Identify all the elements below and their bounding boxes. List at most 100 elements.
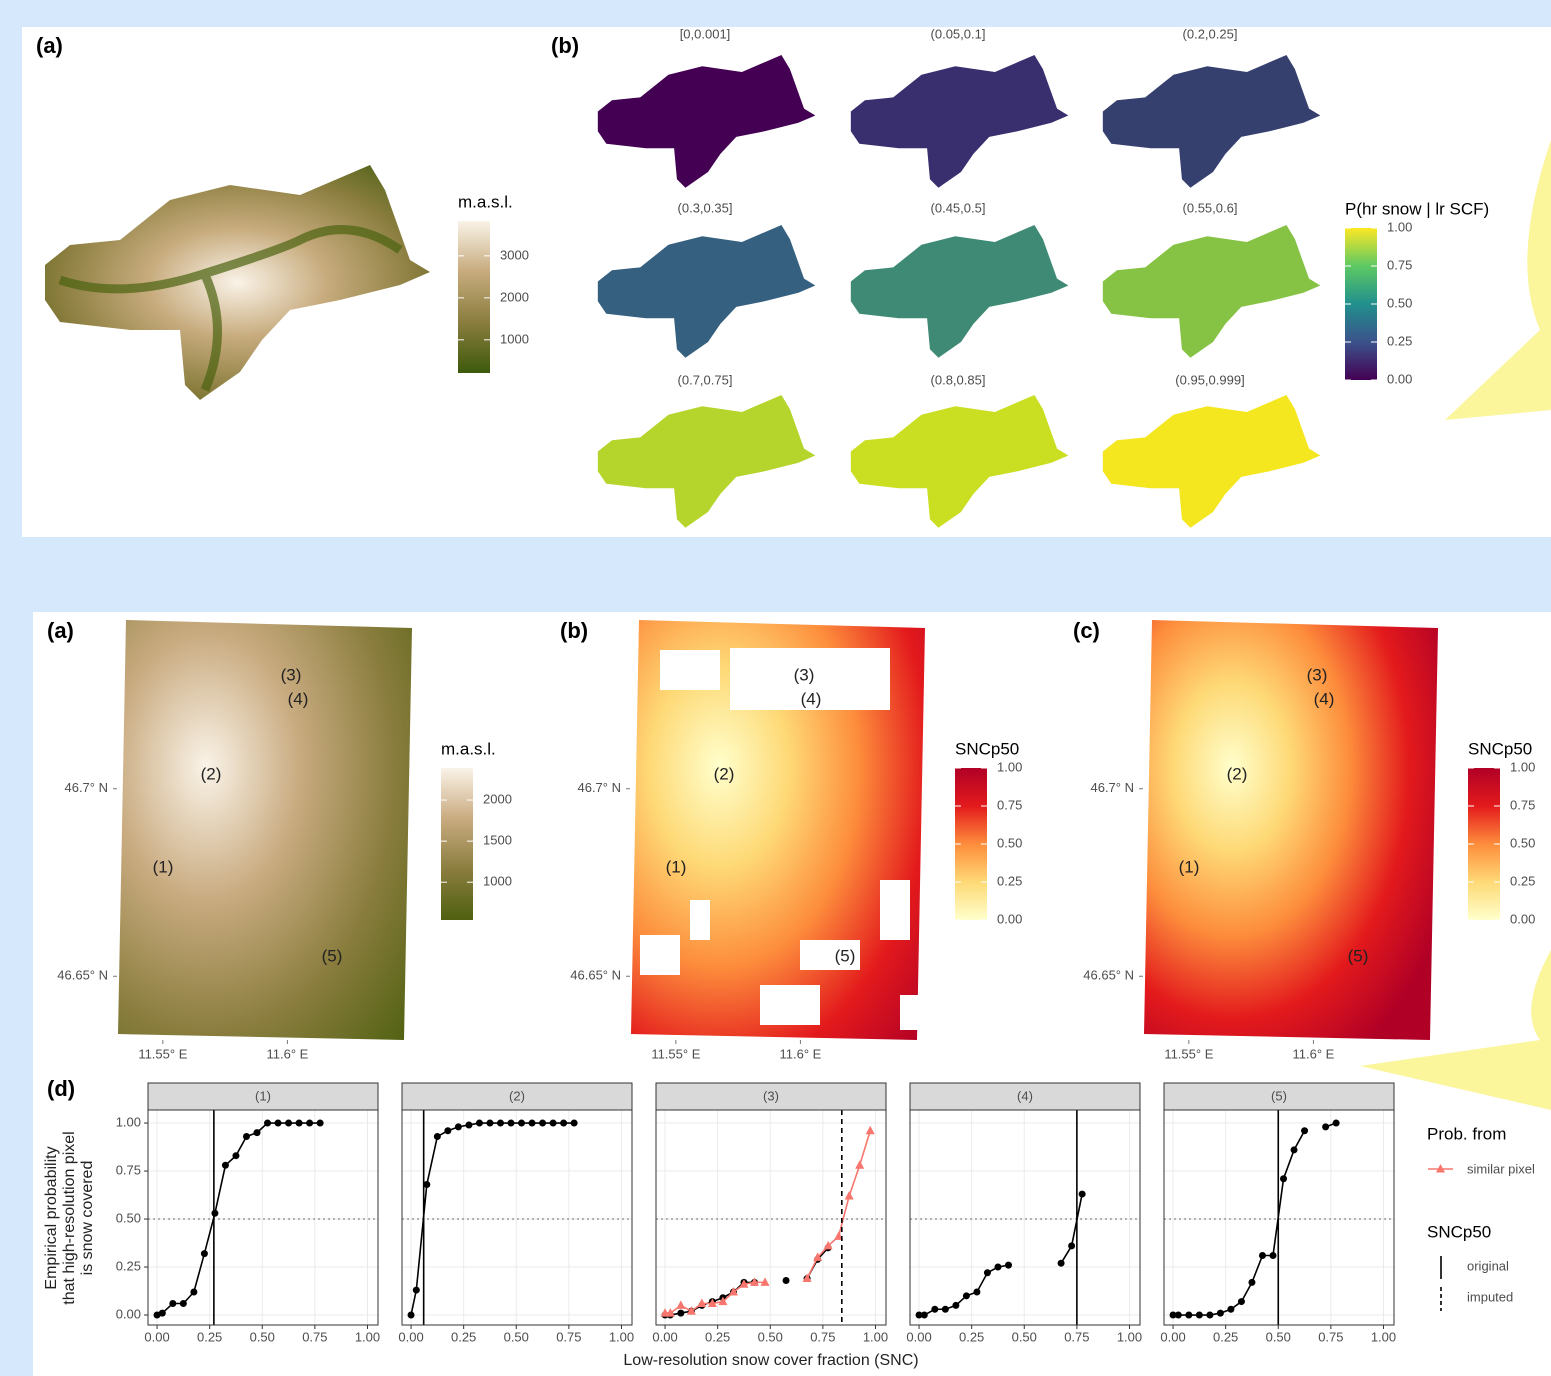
point <box>444 1127 451 1134</box>
point <box>169 1300 176 1307</box>
x-tick-label: 0.75 <box>556 1329 581 1344</box>
x-tick-label: 0.25 <box>705 1329 730 1344</box>
x-tick-label: 0.50 <box>250 1329 275 1344</box>
point-label: (5) <box>835 946 856 965</box>
x-tick-label: 0.75 <box>1318 1329 1343 1344</box>
point <box>1196 1312 1203 1319</box>
colorbar-label: 0.25 <box>1510 873 1535 888</box>
point <box>529 1120 536 1127</box>
point <box>921 1312 928 1319</box>
x-tick-label: 0.50 <box>758 1329 783 1344</box>
point-label: (3) <box>1307 665 1328 684</box>
point <box>264 1120 271 1127</box>
y-tick-label: 46.7° N <box>1090 780 1134 795</box>
point <box>1333 1120 1340 1127</box>
point <box>254 1129 261 1136</box>
x-tick-label: 1.00 <box>355 1329 380 1344</box>
point <box>1238 1298 1245 1305</box>
facet-label: (4) <box>1017 1088 1033 1103</box>
point-label: (2) <box>714 764 735 783</box>
panel-label: (b) <box>560 618 588 643</box>
y-tick-label: 46.65° N <box>1083 968 1134 983</box>
x-tick-label: 0.00 <box>1160 1329 1185 1344</box>
point <box>973 1288 980 1295</box>
point <box>296 1120 303 1127</box>
point <box>434 1133 441 1140</box>
point <box>1270 1252 1277 1259</box>
x-tick-label: 11.6° E <box>780 1046 822 1061</box>
point <box>1280 1175 1287 1182</box>
facet-title: (0.45,0.5] <box>931 200 986 215</box>
point <box>413 1287 420 1294</box>
x-tick-label: 0.75 <box>1064 1329 1089 1344</box>
point-label: (3) <box>794 665 815 684</box>
point <box>942 1306 949 1313</box>
point <box>180 1300 187 1307</box>
x-tick-label: 1.00 <box>863 1329 888 1344</box>
x-tick-label: 0.75 <box>302 1329 327 1344</box>
point <box>1322 1123 1329 1130</box>
y-tick-label: 46.7° N <box>64 780 108 795</box>
point <box>190 1288 197 1295</box>
point <box>931 1306 938 1313</box>
x-tick-label: 0.50 <box>1266 1329 1291 1344</box>
panel-label: (a) <box>36 33 63 58</box>
legend-title: SNCp50 <box>955 739 1019 758</box>
facet-title: (0.7,0.75] <box>678 372 733 387</box>
point <box>783 1277 790 1284</box>
point <box>497 1120 504 1127</box>
point <box>1068 1242 1075 1249</box>
legend-title: P(hr snow | lr SCF) <box>1345 199 1489 218</box>
point-label: (1) <box>153 857 174 876</box>
point-label: (5) <box>322 946 343 965</box>
colorbar-label: 1500 <box>483 833 512 848</box>
point <box>306 1120 313 1127</box>
facet-label: (3) <box>763 1088 779 1103</box>
colorbar-label: 0.75 <box>1510 797 1535 812</box>
point <box>963 1292 970 1299</box>
point <box>984 1269 991 1276</box>
missing-data <box>900 995 922 1030</box>
point <box>285 1120 292 1127</box>
point <box>211 1210 218 1217</box>
y-axis-title: is snow covered <box>79 1161 96 1276</box>
colorbar-label: 0.25 <box>997 873 1022 888</box>
y-axis-title: Empirical probability <box>43 1146 60 1289</box>
point <box>1185 1312 1192 1319</box>
point <box>1206 1312 1213 1319</box>
point-label: (4) <box>288 689 309 708</box>
panel-label: (c) <box>1073 618 1100 643</box>
x-tick-label: 11.55° E <box>138 1046 187 1061</box>
legend-title: SNCp50 <box>1468 739 1532 758</box>
panel-label: (a) <box>47 618 74 643</box>
x-tick-label: 11.6° E <box>1293 1046 1335 1061</box>
colorbar-label: 0.75 <box>997 797 1022 812</box>
point <box>486 1120 493 1127</box>
point <box>1248 1279 1255 1286</box>
missing-data <box>880 880 910 940</box>
y-tick-label: 1.00 <box>116 1114 141 1129</box>
x-axis-title: Low-resolution snow cover fraction (SNC) <box>623 1352 918 1369</box>
plot-area <box>910 1110 1140 1325</box>
point <box>222 1162 229 1169</box>
point-label: (1) <box>666 857 687 876</box>
x-tick-label: 0.25 <box>959 1329 984 1344</box>
missing-data <box>640 935 680 975</box>
point <box>243 1133 250 1140</box>
colorbar-label: 0.50 <box>1387 295 1412 310</box>
colorbar-label: 2000 <box>483 791 512 806</box>
panel-label: (b) <box>551 33 579 58</box>
y-tick-label: 0.25 <box>116 1258 141 1273</box>
facet-label: (1) <box>255 1088 271 1103</box>
x-tick-label: 0.25 <box>451 1329 476 1344</box>
point <box>1005 1262 1012 1269</box>
x-tick-label: 0.00 <box>906 1329 931 1344</box>
facet-title: (0.8,0.85] <box>931 372 986 387</box>
facet-label: (2) <box>509 1088 525 1103</box>
colorbar-label: 0.50 <box>1510 835 1535 850</box>
x-tick-label: 0.75 <box>810 1329 835 1344</box>
point-label: (4) <box>801 689 822 708</box>
point <box>952 1302 959 1309</box>
point <box>455 1123 462 1130</box>
y-axis-title: that high-resolution pixel <box>61 1131 78 1304</box>
